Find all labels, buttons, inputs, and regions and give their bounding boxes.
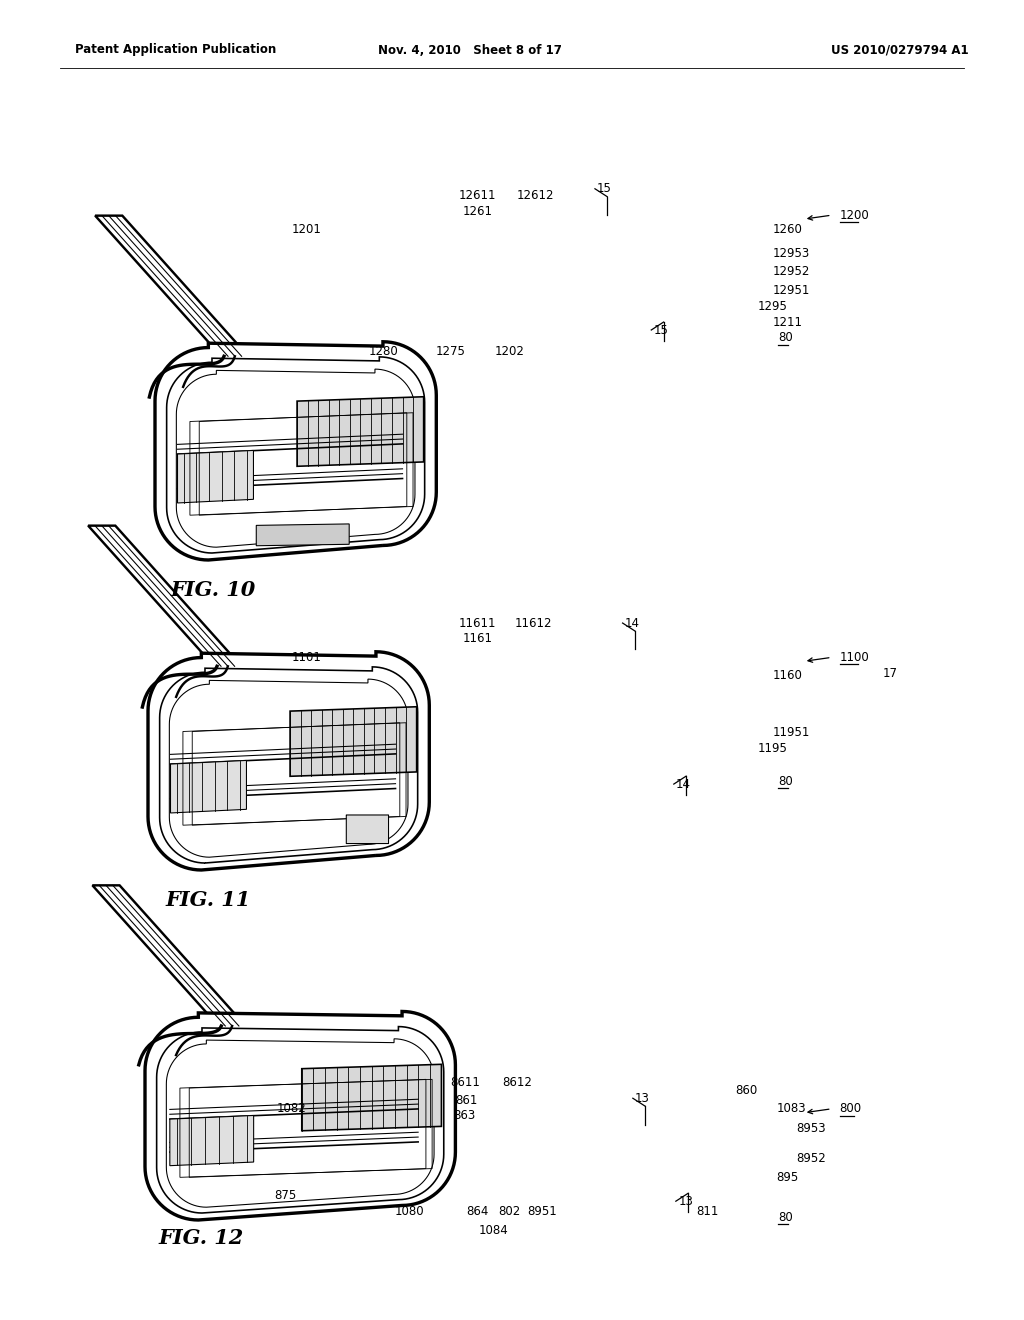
Text: 8951: 8951 bbox=[527, 1205, 557, 1218]
Polygon shape bbox=[171, 760, 247, 813]
Text: 12953: 12953 bbox=[773, 247, 810, 260]
Text: 1082: 1082 bbox=[276, 1102, 306, 1115]
Polygon shape bbox=[155, 342, 436, 560]
Text: 17: 17 bbox=[883, 667, 898, 680]
Text: 1160: 1160 bbox=[773, 669, 803, 682]
Text: 8611: 8611 bbox=[451, 1076, 480, 1089]
Polygon shape bbox=[95, 215, 249, 356]
Polygon shape bbox=[88, 525, 242, 667]
Text: 12951: 12951 bbox=[773, 284, 810, 297]
Text: 1280: 1280 bbox=[369, 345, 398, 358]
Text: 1084: 1084 bbox=[478, 1224, 508, 1237]
Text: 13: 13 bbox=[635, 1092, 650, 1105]
Text: 12611: 12611 bbox=[459, 189, 497, 202]
Polygon shape bbox=[297, 397, 424, 466]
Text: 14: 14 bbox=[625, 616, 640, 630]
Text: 875: 875 bbox=[274, 1189, 297, 1203]
Text: 8612: 8612 bbox=[502, 1076, 531, 1089]
Text: 1100: 1100 bbox=[840, 651, 869, 664]
Polygon shape bbox=[145, 1011, 456, 1220]
Text: 1260: 1260 bbox=[773, 223, 803, 236]
Polygon shape bbox=[302, 1064, 441, 1131]
Text: 1101: 1101 bbox=[292, 651, 322, 664]
Text: 1261: 1261 bbox=[463, 205, 493, 218]
Text: 1275: 1275 bbox=[435, 345, 465, 358]
Text: Patent Application Publication: Patent Application Publication bbox=[75, 44, 276, 57]
Polygon shape bbox=[170, 1115, 254, 1166]
Text: 8953: 8953 bbox=[797, 1122, 826, 1135]
Text: 15: 15 bbox=[653, 323, 669, 337]
Polygon shape bbox=[290, 706, 417, 776]
Text: 800: 800 bbox=[840, 1102, 862, 1115]
Text: 80: 80 bbox=[778, 331, 793, 345]
FancyBboxPatch shape bbox=[346, 814, 388, 843]
Text: 15: 15 bbox=[597, 182, 612, 195]
Text: 1200: 1200 bbox=[840, 209, 869, 222]
Text: 1202: 1202 bbox=[495, 345, 524, 358]
Text: 861: 861 bbox=[456, 1094, 478, 1107]
Text: 1161: 1161 bbox=[463, 632, 493, 645]
Text: FIG. 12: FIG. 12 bbox=[158, 1228, 244, 1247]
Polygon shape bbox=[148, 652, 429, 870]
Text: 1295: 1295 bbox=[758, 300, 787, 313]
Text: 14: 14 bbox=[676, 777, 691, 791]
Polygon shape bbox=[256, 524, 349, 545]
Text: 860: 860 bbox=[735, 1084, 758, 1097]
Text: FIG. 10: FIG. 10 bbox=[170, 579, 255, 601]
Text: 1083: 1083 bbox=[776, 1102, 806, 1115]
Text: 1201: 1201 bbox=[292, 223, 322, 236]
Text: 1195: 1195 bbox=[758, 742, 787, 755]
Polygon shape bbox=[177, 450, 254, 503]
Text: 895: 895 bbox=[776, 1171, 799, 1184]
Text: 11611: 11611 bbox=[459, 616, 497, 630]
Text: 80: 80 bbox=[778, 1210, 793, 1224]
Text: 8952: 8952 bbox=[797, 1152, 826, 1166]
Text: 11951: 11951 bbox=[773, 726, 810, 739]
Text: 864: 864 bbox=[466, 1205, 488, 1218]
Polygon shape bbox=[92, 886, 246, 1026]
Text: 863: 863 bbox=[454, 1109, 476, 1122]
Text: 12952: 12952 bbox=[773, 265, 810, 279]
Text: Nov. 4, 2010   Sheet 8 of 17: Nov. 4, 2010 Sheet 8 of 17 bbox=[378, 44, 562, 57]
Text: 802: 802 bbox=[499, 1205, 521, 1218]
Text: 1080: 1080 bbox=[394, 1205, 424, 1218]
Text: FIG. 11: FIG. 11 bbox=[165, 890, 250, 909]
Text: 12612: 12612 bbox=[517, 189, 555, 202]
Text: 811: 811 bbox=[696, 1205, 719, 1218]
Text: 1211: 1211 bbox=[773, 315, 803, 329]
Text: 13: 13 bbox=[679, 1195, 694, 1208]
Text: 80: 80 bbox=[778, 775, 793, 788]
Text: 11612: 11612 bbox=[515, 616, 553, 630]
Text: US 2010/0279794 A1: US 2010/0279794 A1 bbox=[831, 44, 969, 57]
